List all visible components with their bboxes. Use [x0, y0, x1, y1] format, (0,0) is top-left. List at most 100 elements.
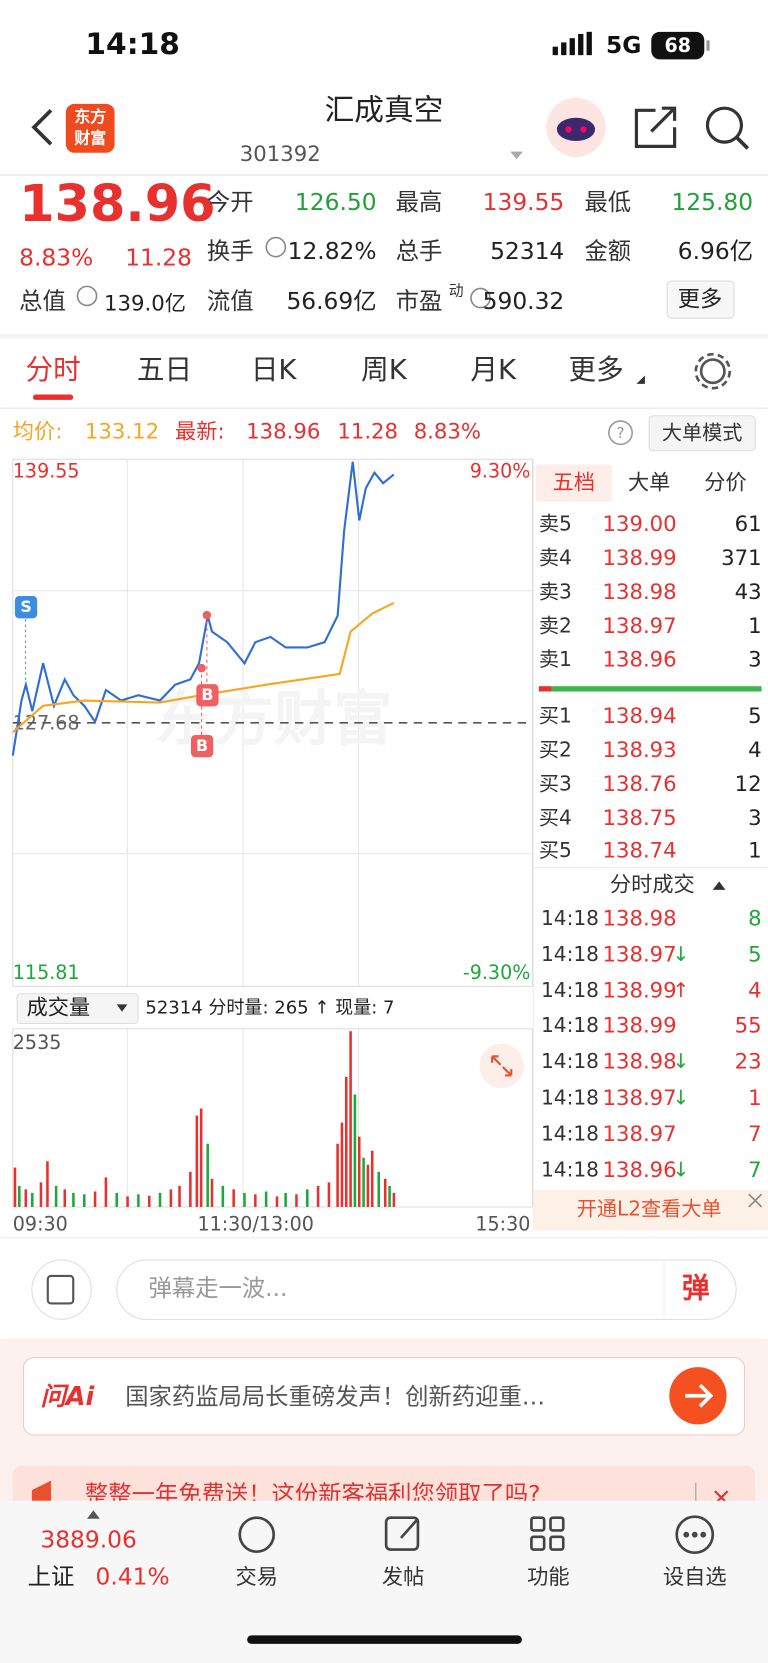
volume-bar [232, 1189, 235, 1207]
trades-title: 分时成交 [610, 873, 695, 898]
volume-bar [316, 1185, 320, 1207]
volume-info: 52314 分时量: 265 ↑ 现量: 7 [145, 998, 394, 1019]
volume-bar [275, 1196, 279, 1207]
share-button[interactable] [634, 106, 677, 148]
ai-card[interactable] [22, 1357, 746, 1436]
expand-button[interactable] [479, 1043, 524, 1089]
nav-icons [238, 1515, 715, 1555]
book-volume: 61 [735, 512, 762, 537]
volume-bar [264, 1191, 268, 1207]
index-value[interactable]: 3889.06 [40, 1526, 136, 1554]
trade-arrow: ↑ [672, 978, 689, 1002]
battery-level: 68 [665, 34, 692, 57]
home-indicator [247, 1635, 522, 1644]
book-volume: 5 [748, 704, 762, 729]
volume-bar [243, 1192, 246, 1207]
nav-item[interactable]: 发帖 [382, 1565, 424, 1590]
trade-price: 138.96 [602, 1158, 676, 1183]
volume-bar [199, 1108, 203, 1207]
book-price: 138.74 [602, 839, 676, 864]
volume-selector[interactable] [16, 993, 139, 1024]
tab[interactable]: 月K [470, 353, 517, 386]
y-tick-label: 139.55 [13, 459, 80, 482]
field-value: 126.50 [295, 188, 377, 216]
danmaku-button[interactable]: 弹 [682, 1272, 710, 1305]
index-name[interactable]: 上证 [28, 1563, 75, 1591]
trade-volume: 7 [748, 1158, 762, 1183]
comment-placeholder[interactable]: 弹幕走一波... [149, 1274, 288, 1302]
search-button[interactable] [705, 106, 744, 144]
volume-bar [72, 1192, 75, 1207]
y-tick-label: 115.81 [13, 961, 80, 984]
book-tab[interactable]: 大单 [628, 471, 670, 496]
help-mark: ? [617, 425, 625, 442]
field-value: 6.96亿 [678, 237, 753, 265]
nav-item[interactable]: 交易 [236, 1565, 278, 1590]
ai-text[interactable]: 国家药监局局长重磅发声！创新药迎重… [125, 1382, 545, 1410]
trade-price: 138.99 [602, 979, 676, 1004]
trade-volume: 23 [735, 1050, 762, 1075]
nav-item[interactable]: 功能 [527, 1565, 569, 1590]
book-volume: 4 [748, 738, 762, 763]
trade-volume: 55 [735, 1014, 762, 1039]
ratio-bar-red [538, 686, 552, 692]
book-tab[interactable]: 五档 [553, 471, 595, 496]
trade-arrow: ↓ [672, 1049, 689, 1073]
back-button[interactable] [31, 108, 53, 146]
more-label[interactable]: 更多 [678, 287, 723, 313]
volume-bar [158, 1192, 162, 1207]
latest-change: 11.28 [337, 420, 398, 445]
volume-bar [31, 1192, 34, 1207]
book-volume: 3 [748, 648, 762, 673]
volume-bar [54, 1185, 58, 1207]
ad-banner[interactable] [12, 1465, 756, 1509]
tab[interactable]: 五日 [137, 353, 192, 386]
field-label-sup: 动 [449, 283, 464, 300]
danmaku-toggle[interactable] [31, 1259, 92, 1320]
watermark: 东方财富 [155, 685, 393, 754]
book-price: 138.96 [602, 648, 676, 673]
ratio-bar-green [551, 686, 762, 692]
book-tab[interactable]: 分价 [704, 471, 746, 496]
book-volume: 1 [748, 614, 762, 639]
comment-input[interactable] [116, 1259, 737, 1320]
mode-label[interactable]: 大单模式 [662, 420, 743, 444]
tab[interactable]: 更多 [569, 353, 624, 386]
info-icons[interactable] [76, 236, 491, 309]
dropdown-icon[interactable] [510, 151, 523, 160]
volume-bar [178, 1185, 181, 1207]
change-pct: 8.83% [19, 243, 93, 271]
index-pct[interactable]: 0.41% [96, 1563, 170, 1591]
volume-bar [370, 1150, 374, 1207]
volume-bar [392, 1192, 396, 1207]
more-button[interactable] [666, 280, 735, 319]
book-price: 139.00 [602, 512, 676, 537]
nav-item[interactable]: 设自选 [663, 1565, 727, 1590]
field-value: 590.32 [483, 287, 565, 315]
volume-frame [12, 1028, 534, 1208]
close-icon[interactable] [748, 1193, 763, 1208]
volume-bar [377, 1171, 381, 1207]
settings-button[interactable] [699, 358, 726, 385]
volume-bar [366, 1164, 370, 1207]
tab[interactable]: 日K [251, 353, 298, 386]
book-price: 138.93 [602, 738, 676, 763]
volume-bar [327, 1182, 331, 1207]
tab[interactable]: 周K [361, 353, 408, 386]
mode-button[interactable] [648, 415, 756, 452]
volume-bar [388, 1185, 391, 1207]
volume-bar [344, 1076, 348, 1207]
field-label: 总手 [396, 237, 443, 265]
volume-bar [46, 1161, 49, 1207]
trade-price: 138.97 [602, 1086, 676, 1111]
l2-banner[interactable] [533, 1189, 768, 1231]
field-label: 换手 [207, 237, 254, 265]
book-price: 138.94 [602, 704, 676, 729]
volume-label[interactable]: 成交量 [27, 996, 91, 1021]
book-label: 卖1 [539, 647, 572, 671]
help-icon[interactable] [608, 420, 633, 446]
book-price: 138.76 [602, 772, 676, 797]
l2-text[interactable]: 开通L2查看大单 [577, 1197, 722, 1221]
book-label: 卖2 [539, 613, 572, 637]
tab[interactable]: 分时 [26, 353, 81, 386]
